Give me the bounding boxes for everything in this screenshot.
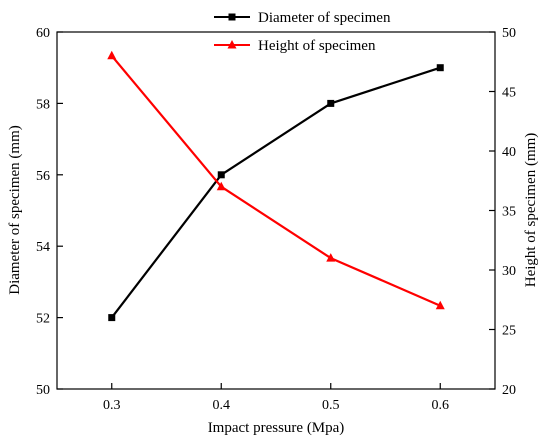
legend: Diameter of specimen Height of specimen bbox=[214, 10, 391, 54]
x-axis-ticks: 0.3 0.4 0.5 0.6 bbox=[103, 383, 449, 413]
right-y-tick-label: 30 bbox=[502, 264, 516, 279]
x-axis-title: Impact pressure (Mpa) bbox=[208, 420, 345, 436]
data-point-diameter bbox=[327, 99, 335, 107]
legend-marker-square bbox=[228, 13, 236, 21]
right-y-tick-label: 35 bbox=[502, 205, 516, 220]
plot-frame bbox=[56, 31, 496, 390]
data-point-diameter bbox=[436, 64, 444, 72]
right-y-axis-title: Height of specimen (mm) bbox=[523, 133, 539, 288]
data-point-height bbox=[435, 300, 445, 310]
legend-marker-triangle bbox=[227, 40, 237, 49]
data-point-diameter bbox=[217, 171, 225, 179]
series-line-diameter bbox=[110, 66, 441, 319]
x-tick-label: 0.6 bbox=[432, 398, 450, 413]
right-y-tick-label: 50 bbox=[502, 26, 516, 41]
legend-label-diameter: Diameter of specimen bbox=[258, 10, 391, 26]
data-point-height bbox=[107, 50, 117, 60]
data-point-height bbox=[326, 253, 336, 262]
right-y-axis-ticks: 20 25 30 35 40 45 50 bbox=[489, 26, 516, 398]
left-y-tick-label: 60 bbox=[36, 26, 50, 41]
left-y-tick-label: 56 bbox=[36, 169, 50, 184]
left-y-axis-title: Diameter of specimen (mm) bbox=[7, 125, 23, 295]
x-tick-label: 0.3 bbox=[103, 398, 121, 413]
left-y-axis-ticks: 50 52 54 56 58 60 bbox=[36, 26, 63, 398]
x-tick-label: 0.5 bbox=[322, 398, 340, 413]
series-group bbox=[107, 50, 445, 322]
left-y-tick-label: 54 bbox=[36, 240, 50, 255]
left-y-tick-label: 52 bbox=[36, 312, 50, 327]
left-y-tick-label: 58 bbox=[36, 97, 50, 112]
right-y-tick-label: 40 bbox=[502, 145, 516, 160]
right-y-tick-label: 25 bbox=[502, 324, 516, 339]
left-y-tick-label: 50 bbox=[36, 383, 50, 398]
series-line-height bbox=[110, 55, 441, 307]
legend-item-height: Height of specimen bbox=[214, 38, 376, 54]
x-tick-label: 0.4 bbox=[213, 398, 231, 413]
data-point-diameter bbox=[108, 314, 116, 322]
right-y-tick-label: 20 bbox=[502, 383, 516, 398]
right-y-tick-label: 45 bbox=[502, 86, 516, 101]
data-point-height bbox=[216, 181, 226, 191]
legend-item-diameter: Diameter of specimen bbox=[214, 10, 391, 26]
legend-label-height: Height of specimen bbox=[258, 38, 376, 54]
